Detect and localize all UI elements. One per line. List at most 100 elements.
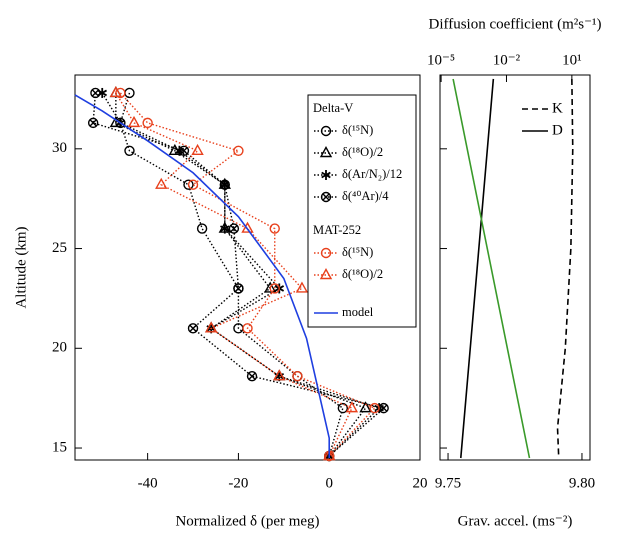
marker-shape [337,402,349,414]
y-tick-label: 25 [52,240,67,256]
x2-tick-label: 10⁻⁵ [427,52,455,68]
x-tick-label: -20 [228,475,248,491]
marker-shape [380,404,388,412]
legend-group-title: MAT-252 [313,223,361,237]
marker [187,179,199,190]
marker-shape [189,324,197,332]
marker-shape [142,117,153,129]
series-line [452,78,531,459]
marker-shape [91,89,99,97]
legend-group-title: Delta-V [313,101,353,115]
marker [187,323,199,334]
marker-shape [221,181,229,189]
marker [323,449,336,461]
marker-shape [178,145,190,157]
marker-shape [273,369,286,381]
legend-box [307,94,417,328]
legend-label: K [552,100,563,116]
marker-shape [219,179,231,190]
plot-frame [74,74,421,461]
marker [183,179,194,190]
legend: Delta-V δ(¹⁵N) δ(¹⁸O)/2 δ(Ar/N₂)/12 δ(⁴⁰Ar)/… [307,94,417,328]
legend-label: D [552,122,563,138]
marker-shape [345,401,359,413]
x-axis-label: Grav. accel. (ms⁻²) [458,513,573,529]
x-tick-label: 0 [325,475,333,491]
x-tick-label: 20 [413,475,428,491]
marker-shape [269,223,280,234]
marker-shape [319,146,333,158]
marker [142,117,153,129]
marker-shape [320,247,332,259]
x2-tick-label: 10⁻² [493,52,521,68]
marker-shape [187,179,199,190]
marker [321,170,331,180]
y-tick-label: 30 [52,140,67,156]
plot-frame [439,74,591,461]
marker-shape [292,371,303,382]
marker-shape [196,223,208,234]
marker [242,323,253,334]
marker-shape [230,225,238,233]
marker [90,87,101,99]
marker-shape [220,225,230,232]
x2-tick-label: 10¹ [562,52,582,68]
marker-shape [321,171,331,179]
marker-shape [269,283,280,294]
marker-shape [89,119,97,127]
marker-shape [127,115,141,128]
marker-shape [264,281,277,293]
marker [220,223,230,234]
y-tick-label: 20 [52,340,67,356]
marker-shape [320,125,332,137]
series-line [459,78,495,459]
marker-shape [228,223,240,234]
x-tick-label: 9.80 [569,475,595,491]
legend-label: δ(¹⁵N) [342,123,373,137]
legend-label: δ(¹⁸O)/2 [342,145,383,159]
marker [109,86,123,98]
marker-shape [155,177,168,189]
series-line [556,78,574,459]
marker-shape [248,372,256,380]
x-axis-label: Normalized δ (per meg) [175,513,319,529]
marker [269,283,280,294]
marker-shape [124,145,135,157]
marker [191,143,204,156]
x-tick-label: -40 [138,475,158,491]
marker [246,371,258,382]
marker-shape [187,323,199,334]
marker [155,177,168,189]
series-line [74,94,331,459]
marker-shape [323,449,336,461]
marker-shape [319,268,333,280]
series-line [92,92,386,457]
series-line [115,92,353,457]
marker-shape [234,284,242,292]
legend-label: δ(¹⁸O)/2 [342,267,383,281]
marker [264,281,277,293]
marker-shape [322,193,330,201]
marker-shape [90,87,101,99]
marker-shape [242,323,253,334]
marker [87,117,99,129]
legend-label: δ(⁴⁰Ar)/4 [342,189,389,203]
legend-label: δ(Ar/N₂)/12 [342,167,402,181]
legend: KD [522,100,563,138]
marker [178,145,190,157]
marker [295,281,309,293]
legend-label: δ(¹⁵N) [342,245,373,259]
marker-shape [87,117,99,129]
marker [345,401,359,413]
marker [319,146,333,158]
marker [241,221,254,233]
marker [319,268,333,280]
y-tick-label: 15 [52,439,67,455]
marker [359,401,372,413]
marker-shape [241,221,254,233]
x-tick-label: 9.75 [435,475,461,491]
marker-shape [183,179,194,190]
marker-shape [233,145,244,157]
marker-shape [359,401,372,413]
